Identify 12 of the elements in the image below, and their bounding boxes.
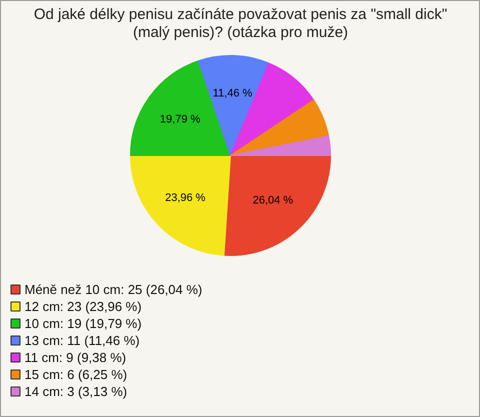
data-label: 19,79 % bbox=[160, 113, 200, 126]
data-label: 26,04 % bbox=[252, 194, 294, 207]
chart-title: Od jaké délky penisu začínáte považovat penis za "small dick" (malý penis)? (otázka pro muže) bbox=[34, 6, 448, 41]
data-label: 11,46 % bbox=[212, 88, 252, 100]
legend-label: 13 cm: 11 (11,46 %) bbox=[24, 333, 140, 348]
legend-label: 12 cm: 23 (23,96 %) bbox=[24, 299, 142, 314]
legend-label: 11 cm: 9 (9,38 %) bbox=[24, 350, 126, 365]
legend-label: Méně než 10 cm: 25 (26,04 %) bbox=[24, 282, 202, 297]
legend-label: 10 cm: 19 (19,79 %) bbox=[24, 316, 142, 331]
legend-label: 15 cm: 6 (6,25 %) bbox=[24, 367, 128, 382]
data-label: 23,96 % bbox=[165, 192, 206, 204]
legend-label: 14 cm: 3 (3,13 %) bbox=[24, 384, 128, 399]
